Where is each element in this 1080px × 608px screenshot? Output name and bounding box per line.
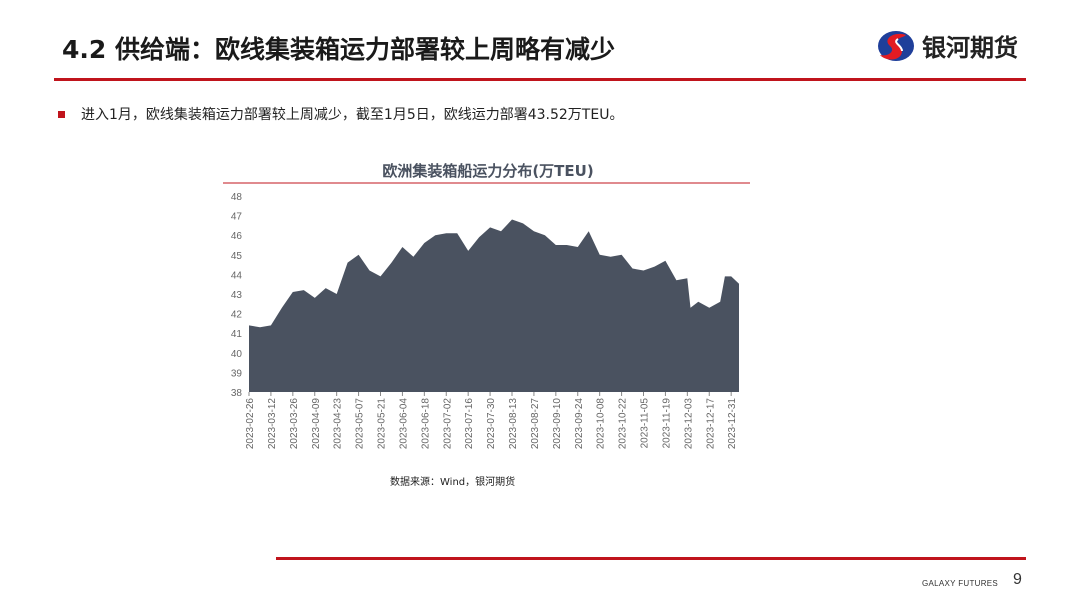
bullet-point: 进入1月，欧线集装箱运力部署较上周减少，截至1月5日，欧线运力部署43.52万T…: [58, 104, 623, 124]
x-tick-label: 2023-12-03: [683, 398, 694, 450]
x-tick-label: 2023-07-30: [486, 398, 497, 450]
x-tick-label: 2023-07-02: [442, 398, 453, 450]
y-tick-label: 39: [231, 368, 243, 379]
x-tick-label: 2023-04-23: [333, 398, 344, 450]
x-tick-label: 2023-09-24: [574, 398, 585, 450]
chart-title: 欧洲集装箱船运力分布(万TEU): [382, 162, 593, 180]
x-tick-label: 2023-02-26: [245, 398, 256, 450]
y-tick-label: 47: [231, 212, 243, 223]
y-tick-label: 46: [231, 231, 243, 242]
area-chart: 欧洲集装箱船运力分布(万TEU) 3839404142434445464748 …: [223, 162, 750, 450]
x-tick-label: 2023-03-12: [267, 398, 278, 450]
x-tick-label: 2023-10-22: [618, 398, 629, 450]
logo: 银河期货: [876, 28, 1018, 63]
bullet-text: 进入1月，欧线集装箱运力部署较上周减少，截至1月5日，欧线运力部署43.52万T…: [81, 107, 624, 123]
x-tick-label: 2023-10-08: [596, 398, 607, 450]
y-tick-label: 45: [231, 251, 243, 262]
x-tick-label: 2023-04-09: [311, 398, 322, 450]
header-divider: [54, 78, 1026, 81]
footer-brand: GALAXY FUTURES: [922, 579, 999, 588]
x-tick-label: 2023-08-27: [530, 398, 541, 450]
y-tick-label: 48: [231, 192, 243, 203]
y-tick-label: 42: [231, 310, 243, 321]
logo-text: 银河期货: [922, 34, 1018, 62]
y-tick-label: 40: [231, 349, 243, 360]
x-tick-label: 2023-06-18: [420, 398, 431, 450]
x-tick-label: 2023-05-07: [355, 398, 366, 450]
page-title: 4.2 供给端：欧线集装箱运力部署较上周略有减少: [62, 35, 615, 64]
capacity-area: [249, 219, 739, 392]
page-number: 9: [1013, 571, 1022, 588]
y-tick-label: 43: [231, 290, 243, 301]
data-source: 数据来源：Wind，银河期货: [390, 477, 516, 488]
x-tick-label: 2023-09-10: [552, 398, 563, 450]
x-tick-label: 2023-12-31: [727, 398, 738, 450]
x-tick-label: 2023-07-16: [464, 398, 475, 450]
bullet-square-icon: [58, 110, 65, 118]
footer-divider: [276, 557, 1026, 560]
galaxy-logo-icon: [878, 30, 914, 61]
x-tick-label: 2023-12-17: [705, 398, 716, 450]
y-tick-label: 41: [231, 329, 243, 340]
x-tick-label: 2023-03-26: [289, 398, 300, 450]
y-tick-label: 44: [231, 270, 243, 281]
x-tick-label: 2023-08-13: [508, 398, 519, 450]
y-tick-label: 38: [231, 388, 243, 399]
x-tick-label: 2023-05-21: [377, 398, 388, 450]
x-tick-label: 2023-06-04: [398, 398, 409, 450]
x-tick-label: 2023-11-19: [661, 398, 672, 449]
x-tick-label: 2023-11-05: [640, 398, 651, 449]
